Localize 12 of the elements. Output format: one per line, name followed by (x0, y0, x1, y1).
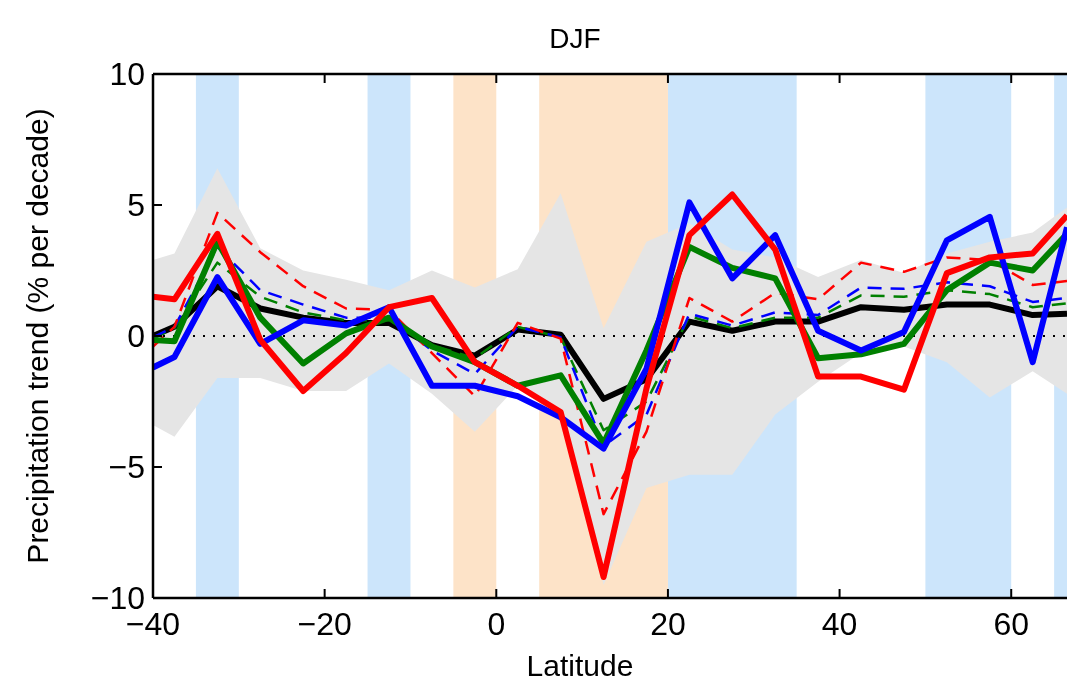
y-tick-label: −5 (108, 449, 145, 486)
y-tick-label: 5 (127, 187, 145, 224)
chart-title: DJF (549, 23, 601, 54)
x-axis-title: Latitude (526, 649, 634, 682)
x-tick-label: −20 (297, 606, 352, 642)
y-tick-label: 10 (109, 56, 145, 93)
y-tick-label: 0 (127, 318, 145, 355)
x-tick-label: 0 (487, 606, 506, 642)
x-tick-label: 40 (821, 606, 858, 642)
y-axis-title: Precipitation trend (% per decade) (21, 108, 54, 564)
x-tick-label: 60 (993, 606, 1030, 642)
x-tick-label: 20 (650, 606, 686, 642)
